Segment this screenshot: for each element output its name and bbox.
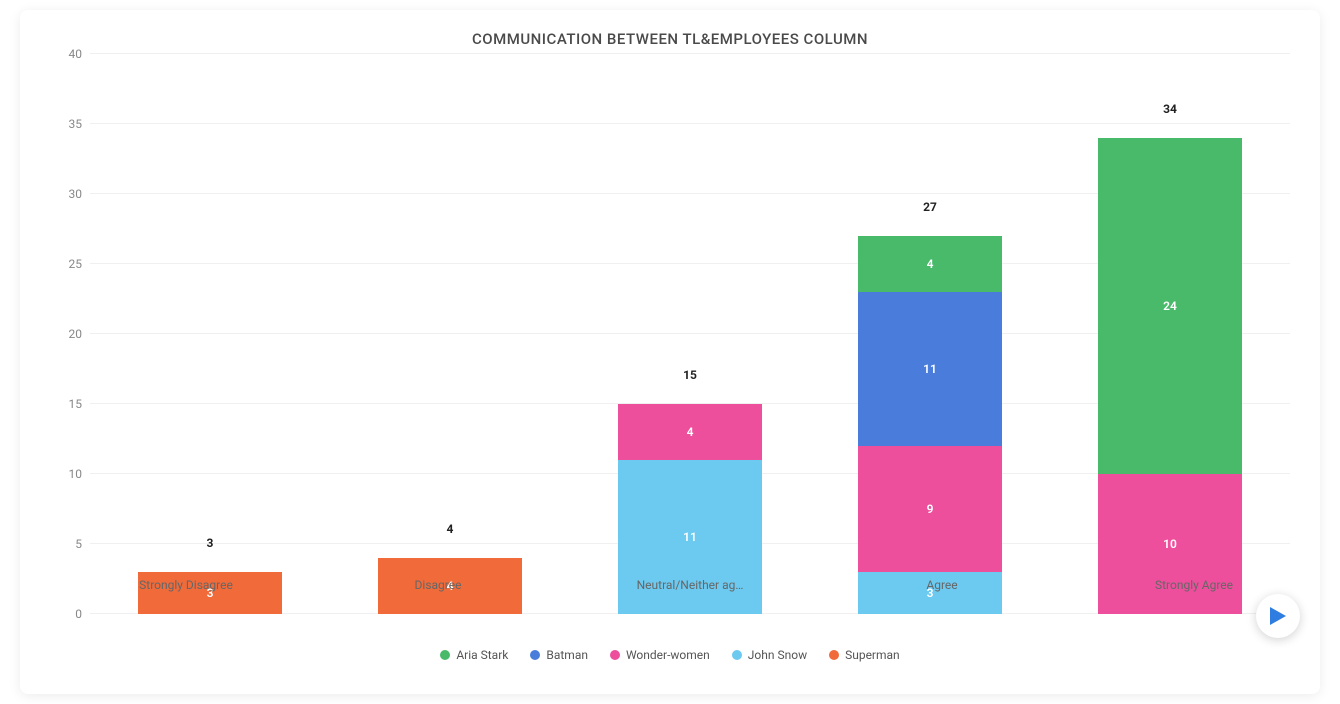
legend-item[interactable]: Superman <box>829 648 900 662</box>
legend-label: Wonder-women <box>626 648 710 662</box>
legend-swatch <box>440 650 450 660</box>
x-tick-label: Strongly Agree <box>1068 570 1320 592</box>
bars-area: 3344151142739114341024 <box>90 54 1290 614</box>
bar-group: 15114 <box>570 54 810 614</box>
legend-item[interactable]: Wonder-women <box>610 648 710 662</box>
legend-swatch <box>829 650 839 660</box>
x-tick-label: Neutral/Neither ag… <box>564 570 816 592</box>
legend-label: Aria Stark <box>456 648 508 662</box>
plot-area: 0510152025303540 3344151142739114341024 <box>50 54 1290 614</box>
y-tick-label: 30 <box>69 187 83 201</box>
legend-swatch <box>732 650 742 660</box>
legend: Aria Stark Batman Wonder-women John Snow Sup… <box>50 648 1290 662</box>
y-axis: 0510152025303540 <box>50 54 90 614</box>
bar-total-label: 4 <box>447 522 454 540</box>
legend-item[interactable]: Aria Stark <box>440 648 508 662</box>
chart-card: COMMUNICATION BETWEEN TL&EMPLOYEES COLUM… <box>20 10 1320 694</box>
bar-total-label: 27 <box>923 200 937 218</box>
play-icon <box>1270 607 1286 625</box>
legend-swatch <box>530 650 540 660</box>
bar-total-label: 15 <box>683 368 697 386</box>
x-tick-label: Strongly Disagree <box>60 570 312 592</box>
y-tick-label: 10 <box>69 467 83 481</box>
legend-swatch <box>610 650 620 660</box>
play-button[interactable] <box>1256 594 1300 638</box>
bar-group: 44 <box>330 54 570 614</box>
legend-item[interactable]: John Snow <box>732 648 807 662</box>
y-tick-label: 35 <box>69 117 83 131</box>
y-tick-label: 20 <box>69 327 83 341</box>
bar-group: 33 <box>90 54 330 614</box>
bar-stack[interactable]: 39114 <box>858 236 1002 614</box>
x-tick-label: Agree <box>816 570 1068 592</box>
y-tick-label: 5 <box>75 537 82 551</box>
bar-total-label: 3 <box>207 536 214 554</box>
bar-segment[interactable]: 10 <box>1098 474 1242 614</box>
bar-total-label: 34 <box>1163 102 1177 120</box>
bar-group: 34 1024 <box>1050 54 1290 614</box>
legend-label: John Snow <box>748 648 807 662</box>
legend-label: Batman <box>546 648 588 662</box>
chart-title: COMMUNICATION BETWEEN TL&EMPLOYEES COLUM… <box>50 30 1290 48</box>
y-tick-label: 40 <box>69 47 83 61</box>
bar-segment[interactable]: 4 <box>858 236 1002 292</box>
y-tick-label: 15 <box>69 397 83 411</box>
bar-segment[interactable]: 4 <box>618 404 762 460</box>
y-tick-label: 0 <box>75 607 82 621</box>
bar-segment[interactable]: 9 <box>858 446 1002 572</box>
legend-item[interactable]: Batman <box>530 648 588 662</box>
x-tick-label: Disagree <box>312 570 564 592</box>
bar-segment[interactable]: 11 <box>858 292 1002 446</box>
x-axis: Strongly DisagreeDisagreeNeutral/Neither… <box>60 570 1320 592</box>
legend-label: Superman <box>845 648 900 662</box>
bar-segment[interactable]: 24 <box>1098 138 1242 474</box>
bar-group: 27 39114 <box>810 54 1050 614</box>
y-tick-label: 25 <box>69 257 83 271</box>
bar-stack[interactable]: 1024 <box>1098 138 1242 614</box>
